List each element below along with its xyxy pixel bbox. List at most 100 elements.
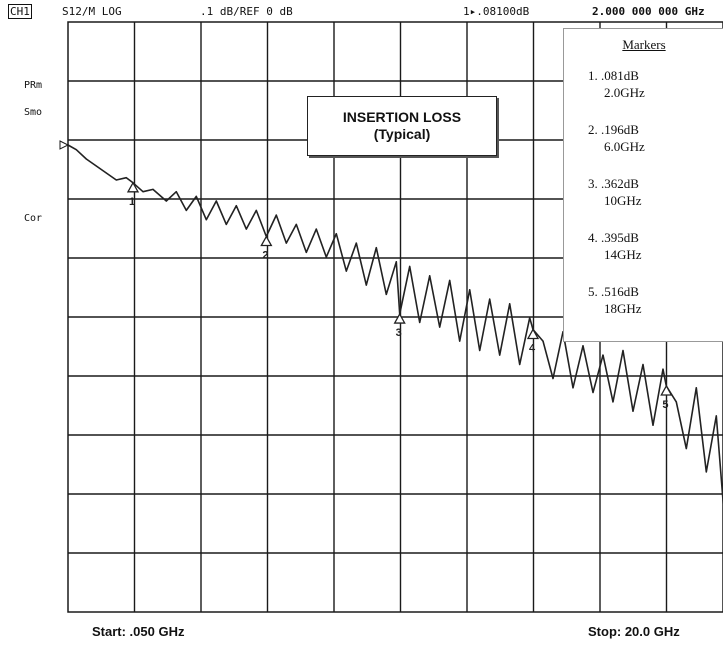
markers-legend: Markers 1. .081dB 2.0GHz 2. .196dB 6.0GH… bbox=[563, 28, 723, 342]
data-point bbox=[225, 223, 227, 225]
scale-label: .1 dB/REF 0 dB bbox=[200, 5, 293, 18]
data-point bbox=[115, 179, 117, 181]
reference-pointer bbox=[59, 140, 70, 150]
data-point bbox=[95, 165, 97, 167]
marker-entry-5: 5. .516dB 18GHz bbox=[588, 283, 723, 317]
data-point bbox=[592, 391, 594, 394]
trace-layer bbox=[67, 144, 723, 511]
data-point bbox=[245, 228, 247, 230]
data-point bbox=[85, 158, 87, 160]
channel-badge: CH1 bbox=[8, 4, 32, 19]
data-point bbox=[345, 270, 347, 272]
data-point bbox=[375, 247, 377, 249]
data-point bbox=[205, 219, 207, 221]
marker-layer: 1 2 3 4 5 bbox=[126, 181, 673, 411]
data-point bbox=[632, 410, 634, 412]
data-point bbox=[215, 200, 217, 202]
data-point bbox=[529, 317, 531, 319]
data-point bbox=[165, 200, 167, 202]
markers-title: Markers bbox=[622, 37, 666, 52]
marker-number: 1 bbox=[129, 196, 135, 208]
chart-title-box: INSERTION LOSS (Typical) bbox=[307, 96, 497, 156]
data-point bbox=[469, 289, 471, 291]
data-point bbox=[335, 233, 337, 235]
data-point bbox=[652, 424, 654, 426]
marker-number: 5 bbox=[662, 399, 668, 411]
chart-subtitle: (Typical) bbox=[373, 126, 431, 142]
marker-triangle bbox=[526, 328, 540, 340]
data-point bbox=[602, 354, 604, 356]
data-point bbox=[479, 349, 481, 352]
data-point bbox=[642, 363, 644, 366]
data-point bbox=[195, 195, 197, 197]
cor-label: Cor bbox=[24, 213, 43, 224]
marker-entry-freq: 2.0GHz bbox=[604, 85, 645, 100]
data-point bbox=[612, 401, 614, 403]
marker-entry-value: 2. .196dB bbox=[588, 122, 639, 137]
data-point bbox=[395, 261, 397, 263]
marker-entry-freq: 18GHz bbox=[604, 301, 642, 316]
data-point bbox=[675, 401, 677, 403]
marker-entry-1: 1. .081dB 2.0GHz bbox=[588, 67, 723, 101]
data-point bbox=[662, 368, 664, 370]
data-point bbox=[75, 149, 77, 151]
marker-entry-value: 4. .395dB bbox=[588, 230, 639, 245]
data-point bbox=[315, 228, 317, 230]
data-point bbox=[572, 387, 574, 389]
marker-entry-value: 5. .516dB bbox=[588, 284, 639, 299]
data-point bbox=[419, 321, 421, 324]
marker-triangle bbox=[660, 384, 673, 396]
marker-entry-freq: 14GHz bbox=[604, 247, 642, 262]
data-point bbox=[695, 387, 697, 389]
data-point bbox=[385, 293, 387, 296]
marker-number: 3 bbox=[396, 327, 402, 339]
data-point bbox=[519, 363, 521, 366]
data-point bbox=[499, 354, 501, 356]
marker-triangle bbox=[126, 181, 140, 193]
data-point bbox=[105, 172, 107, 174]
marker-entry-4: 4. .395dB 14GHz bbox=[588, 229, 723, 263]
data-point bbox=[275, 214, 277, 216]
data-point bbox=[509, 303, 511, 305]
measurement-label: S12/M LOG bbox=[62, 5, 122, 18]
data-point bbox=[715, 415, 717, 417]
marker-entry-3: 3. .362dB 10GHz bbox=[588, 175, 723, 209]
data-point bbox=[685, 447, 687, 450]
data-point bbox=[295, 223, 297, 225]
data-point bbox=[449, 279, 451, 282]
marker-number: 2 bbox=[262, 250, 268, 262]
data-point bbox=[325, 256, 327, 258]
data-point bbox=[305, 251, 307, 254]
marker-readout: 1▸.08100dB bbox=[463, 5, 530, 18]
data-point bbox=[365, 284, 367, 286]
data-point bbox=[409, 265, 411, 268]
data-point bbox=[125, 177, 127, 179]
prm-label: PRm bbox=[24, 80, 43, 91]
data-point bbox=[67, 144, 69, 146]
data-point bbox=[142, 191, 144, 193]
data-point bbox=[552, 377, 554, 380]
data-point bbox=[285, 242, 287, 244]
marker-number: 4 bbox=[529, 342, 536, 354]
insertion-loss-trace bbox=[67, 144, 723, 511]
chart-title: INSERTION LOSS bbox=[342, 109, 462, 125]
data-point bbox=[542, 340, 544, 342]
marker-entry-2: 2. .196dB 6.0GHz bbox=[588, 121, 723, 155]
data-point bbox=[175, 191, 177, 193]
data-point bbox=[185, 209, 187, 211]
data-point bbox=[489, 298, 491, 300]
start-frequency-label: Start: .050 GHz bbox=[92, 624, 185, 639]
data-point bbox=[705, 471, 707, 473]
marker-entry-freq: 10GHz bbox=[604, 193, 642, 208]
data-point bbox=[439, 326, 441, 328]
data-point bbox=[152, 188, 154, 190]
data-point bbox=[622, 349, 624, 352]
marker-triangle bbox=[260, 235, 273, 247]
data-point bbox=[235, 205, 237, 207]
marker-entry-value: 1. .081dB bbox=[588, 68, 639, 83]
smo-label: Smo bbox=[24, 107, 43, 118]
stop-frequency-label: Stop: 20.0 GHz bbox=[588, 624, 680, 639]
data-point bbox=[459, 340, 461, 342]
marker-entry-freq: 6.0GHz bbox=[604, 139, 645, 154]
marker-triangle bbox=[393, 312, 406, 324]
